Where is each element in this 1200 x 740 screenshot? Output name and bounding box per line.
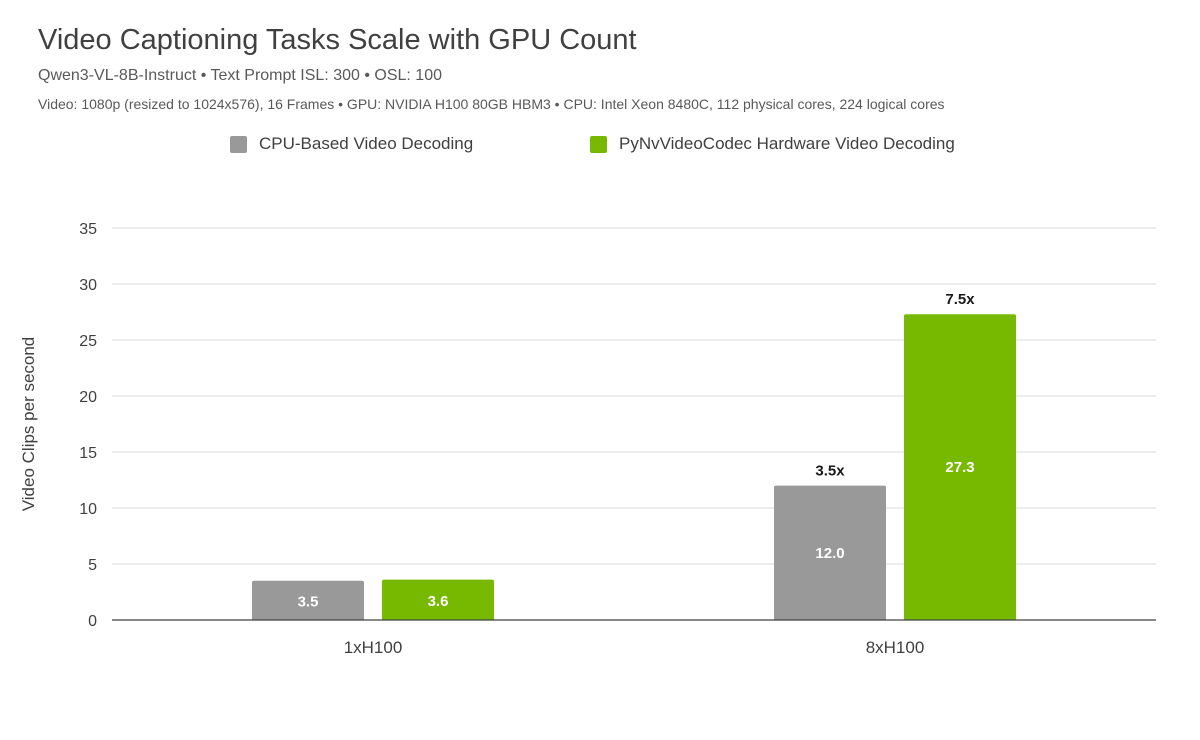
x-category-label: 8xH100 [866,638,925,657]
bar [252,580,364,620]
chart-subtitle: Qwen3-VL-8B-Instruct • Text Prompt ISL: … [38,67,442,84]
y-tick-label: 20 [79,389,97,406]
y-tick-label: 25 [79,333,97,350]
bar-value-label: 12.0 [815,545,844,562]
chart-title: Video Captioning Tasks Scale with GPU Co… [38,24,637,56]
y-axis-label: Video Clips per second [19,337,38,512]
speedup-annotation: 7.5x [945,291,975,308]
bar-value-label: 3.5 [298,593,319,610]
legend-label-gpu: PyNvVideoCodec Hardware Video Decoding [619,134,955,153]
legend-swatch-cpu [230,135,247,153]
y-tick-label: 10 [79,501,97,518]
legend: CPU-Based Video Decoding PyNvVideoCodec … [0,134,1200,164]
legend-label-cpu: CPU-Based Video Decoding [259,134,474,153]
speedup-annotation: 3.5x [815,463,845,480]
chart-details: Video: 1080p (resized to 1024x576), 16 F… [38,96,945,112]
y-tick-label: 15 [79,445,97,462]
y-tick-label: 0 [88,613,97,630]
legend-item-gpu: PyNvVideoCodec Hardware Video Decoding [590,134,955,154]
bar [904,314,1016,620]
bar [774,485,886,620]
x-category-label: 1xH100 [344,638,403,657]
y-tick-label: 5 [88,557,97,574]
bar-value-label: 3.6 [428,593,449,610]
legend-item-cpu: CPU-Based Video Decoding [230,134,473,154]
bar-value-label: 27.3 [945,459,974,476]
y-tick-label: 30 [79,277,97,294]
bar [382,579,494,620]
y-tick-label: 35 [79,221,97,238]
legend-swatch-gpu [590,135,607,153]
